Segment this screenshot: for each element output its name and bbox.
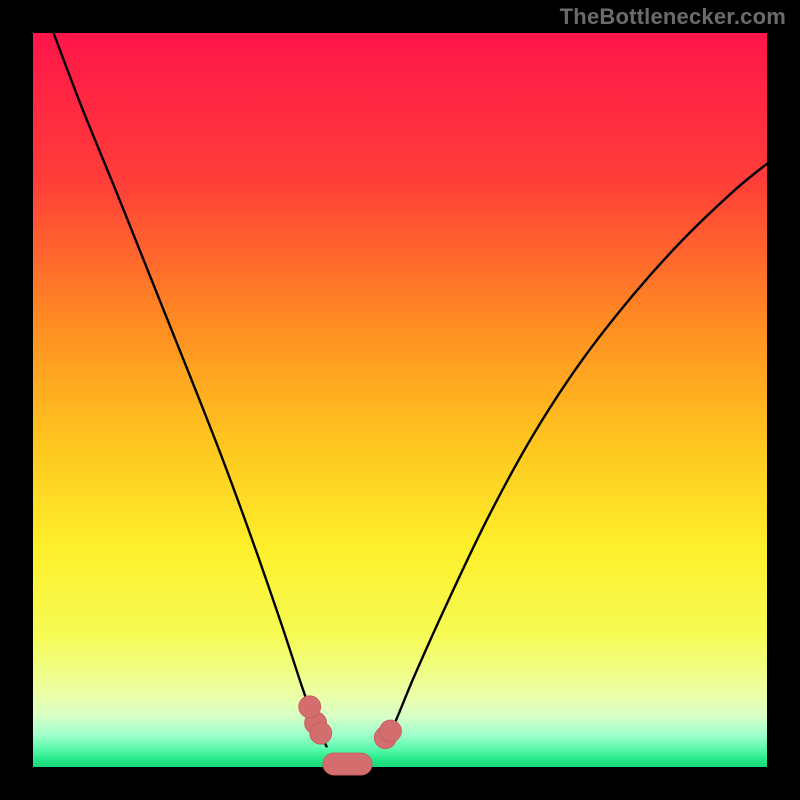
marker-dot [379,720,401,742]
marker-bottom-blob [323,753,372,775]
bottleneck-chart [0,0,800,800]
watermark-text: TheBottlenecker.com [560,4,786,30]
plot-background [33,33,767,767]
marker-dot [310,722,332,744]
marker-dot [299,696,321,718]
chart-container: TheBottlenecker.com [0,0,800,800]
